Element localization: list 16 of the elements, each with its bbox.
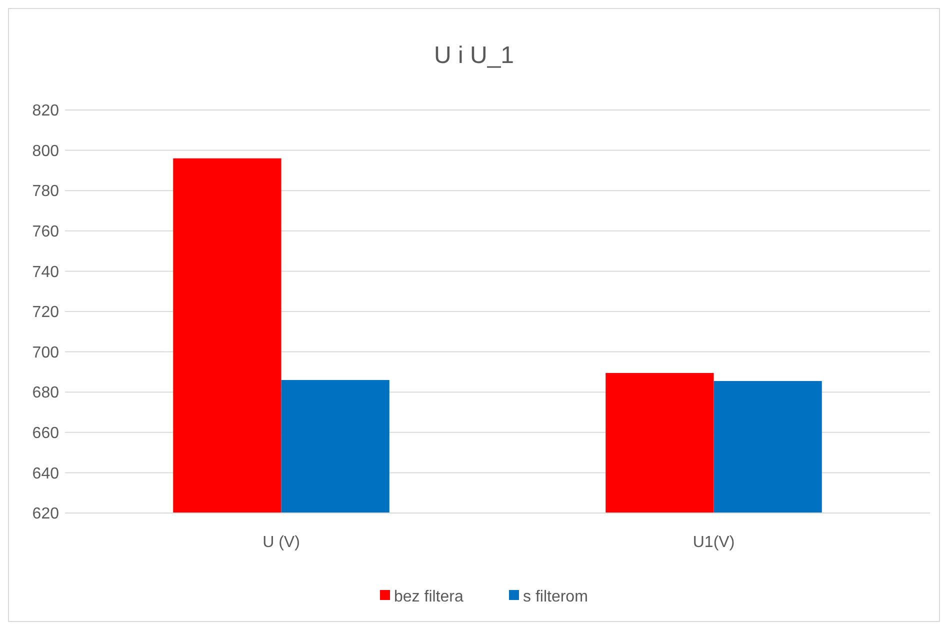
chart-title: U i U_1 bbox=[434, 42, 514, 69]
y-tick-label: 800 bbox=[32, 142, 60, 160]
y-tick-label: 680 bbox=[32, 384, 60, 402]
y-tick-label: 720 bbox=[32, 304, 60, 322]
legend-label: s filterom bbox=[523, 588, 588, 606]
y-tick-label: 780 bbox=[32, 183, 60, 200]
y-tick-label: 700 bbox=[32, 344, 60, 362]
y-tick-label: 740 bbox=[32, 264, 60, 281]
y-tick-label: 820 bbox=[32, 102, 60, 120]
legend-label: bez filtera bbox=[394, 588, 464, 606]
x-tick-label: U (V) bbox=[262, 534, 300, 551]
y-tick-label: 760 bbox=[32, 224, 60, 240]
y-tick-label: 640 bbox=[32, 465, 60, 482]
x-tick-label: U1(V) bbox=[692, 534, 735, 551]
y-tick-label: 660 bbox=[32, 425, 60, 442]
y-tick-label: 620 bbox=[32, 506, 60, 523]
